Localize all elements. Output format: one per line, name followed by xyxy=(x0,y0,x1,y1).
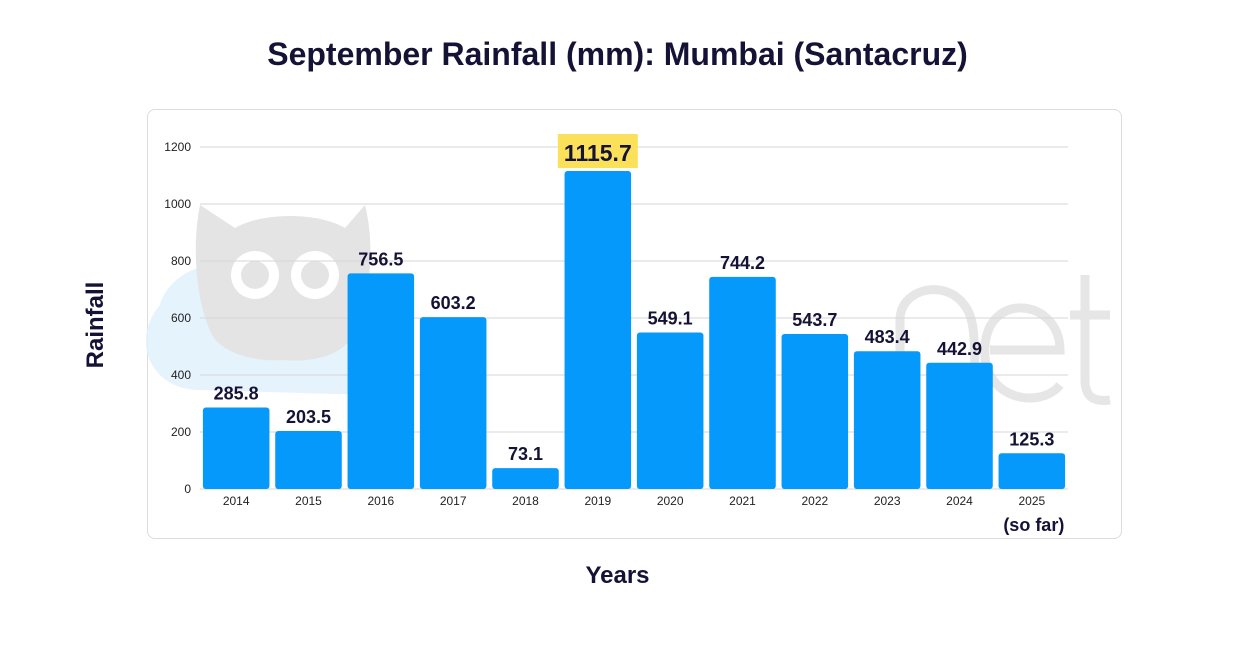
bar-2024 xyxy=(926,362,993,489)
owl-logo-icon xyxy=(195,205,371,361)
data-label-highlight: 1115.7 xyxy=(564,140,632,166)
plot-frame xyxy=(147,109,1122,539)
bar-2022 xyxy=(781,334,849,489)
x-tick-label: 2022 xyxy=(801,494,828,508)
x-tick-label: 2017 xyxy=(440,494,467,508)
x-tick-label: 2016 xyxy=(367,494,394,508)
x-tick-label: 2021 xyxy=(729,494,756,508)
data-label: 125.3 xyxy=(1009,429,1054,449)
x-tick-label: 2023 xyxy=(874,494,901,508)
bar-2016 xyxy=(347,273,415,489)
bar-2017 xyxy=(419,317,487,489)
gridlines xyxy=(200,146,1068,490)
x-tick-label: 2015 xyxy=(295,494,322,508)
x-tick-label: 2014 xyxy=(223,494,250,508)
bar-2019 xyxy=(564,171,632,489)
data-label: 603.2 xyxy=(431,293,476,313)
watermark-letter-t xyxy=(1070,275,1111,405)
bar-2021 xyxy=(709,276,776,489)
data-label: 285.8 xyxy=(214,384,259,404)
bar-2014 xyxy=(202,407,270,489)
y-tick-label: 0 xyxy=(184,482,191,496)
data-label: 442.9 xyxy=(937,339,982,359)
data-labels: 285.8 203.5 756.5 603.2 73.1 1115.7 549.1 744.2… xyxy=(214,134,1054,464)
data-label: 744.2 xyxy=(720,253,765,273)
x-tick-label: 2024 xyxy=(946,494,973,508)
y-axis-ticks: 0 200 400 600 800 1000 1200 xyxy=(164,140,191,496)
x-tick-label: 2018 xyxy=(512,494,539,508)
watermark-letter-e xyxy=(980,303,1065,403)
data-label: 483.4 xyxy=(865,327,910,347)
data-label: 73.1 xyxy=(508,444,543,464)
y-tick-label: 1000 xyxy=(164,197,191,211)
data-label: 756.5 xyxy=(358,249,403,269)
bar-2025 xyxy=(998,453,1066,489)
data-label: 549.1 xyxy=(648,309,693,329)
x-tick-label: 2020 xyxy=(657,494,684,508)
x-axis-label: Years xyxy=(585,562,650,589)
watermark-letter-n xyxy=(895,285,980,401)
y-tick-label: 200 xyxy=(171,425,191,439)
x-tick-note: (so far) xyxy=(1003,515,1064,535)
data-label: 543.7 xyxy=(792,310,837,330)
bars xyxy=(202,171,1066,489)
watermark xyxy=(145,205,1111,405)
bar-2018 xyxy=(492,468,559,489)
x-axis-ticks: 2014 2015 2016 2017 2018 2019 2020 2021 2022 2023… xyxy=(223,494,1065,535)
y-tick-label: 400 xyxy=(171,368,191,382)
y-tick-label: 800 xyxy=(171,254,191,268)
highlight-label-background xyxy=(557,134,638,169)
x-tick-label: 2019 xyxy=(584,494,611,508)
y-tick-label: 600 xyxy=(171,311,191,325)
x-tick-label: 2025 xyxy=(1018,494,1045,508)
chart-title: September Rainfall (mm): Mumbai (Santacr… xyxy=(267,36,968,72)
bar-2020 xyxy=(636,332,704,489)
bar-2023 xyxy=(853,351,921,489)
y-tick-label: 1200 xyxy=(164,140,191,154)
data-label: 203.5 xyxy=(286,407,331,427)
bar-2015 xyxy=(275,431,342,489)
